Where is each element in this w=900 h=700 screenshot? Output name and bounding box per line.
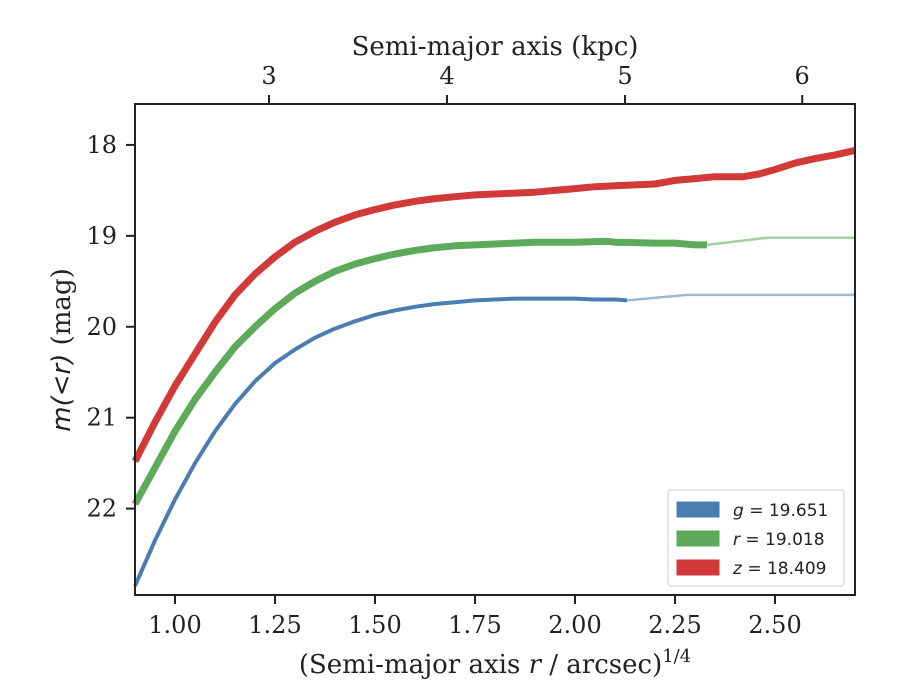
top-axis-title: Semi-major axis (kpc)	[352, 32, 639, 62]
legend-swatch-z	[676, 559, 720, 576]
y-tick-label: 18	[86, 131, 117, 159]
top-tick-label: 3	[261, 62, 276, 90]
legend-swatch-r	[676, 530, 720, 547]
y-axis-title-unit: (mag)	[47, 268, 77, 353]
legend-swatch-g	[676, 501, 720, 518]
y-tick-label: 21	[86, 404, 117, 432]
data-band-z	[131, 146, 856, 463]
y-tick-label: 22	[86, 495, 117, 523]
x-axis-title-var: r	[529, 650, 543, 680]
y-ticks: 18 19 20 21 22	[86, 131, 135, 523]
x-tick-label: 1.25	[248, 611, 301, 639]
x-tick-label: 2.25	[648, 611, 701, 639]
x-axis-title-sup: 1/4	[662, 646, 691, 667]
x-tick-label: 2.00	[548, 611, 601, 639]
data-band-r	[131, 237, 707, 506]
top-tick-label: 6	[795, 62, 810, 90]
legend-label-r: r = 19.018	[733, 530, 825, 550]
x-tick-label: 2.50	[748, 611, 801, 639]
x-tick-label: 1.00	[148, 611, 201, 639]
y-axis-title: m(<r) (mag)	[47, 268, 77, 431]
x-axis-title: (Semi-major axis r / arcsec)1/4	[299, 646, 691, 680]
legend: g = 19.651 r = 19.018 z = 18.409	[667, 489, 845, 587]
y-tick-label: 20	[86, 313, 117, 341]
x-axis-title-main: (Semi-major axis	[299, 650, 529, 680]
x-tick-label: 1.50	[348, 611, 401, 639]
x-ticks: 1.00 1.25 1.50 1.75 2.00 2.25 2.50	[148, 595, 802, 639]
x-axis-title-rest: / arcsec)	[541, 650, 662, 680]
top-tick-label: 4	[439, 62, 454, 90]
top-tick-label: 5	[617, 62, 632, 90]
legend-label-z: z = 18.409	[732, 559, 826, 579]
y-axis-title-math: m(<r)	[47, 354, 77, 432]
x-tick-label: 1.75	[448, 611, 501, 639]
plot-frame	[134, 103, 856, 596]
legend-label-g: g = 19.651	[733, 501, 828, 521]
top-ticks: 3 4 5 6	[261, 62, 810, 104]
data-bands	[131, 146, 856, 587]
data-band-g	[133, 296, 628, 587]
y-tick-label: 19	[86, 222, 117, 250]
